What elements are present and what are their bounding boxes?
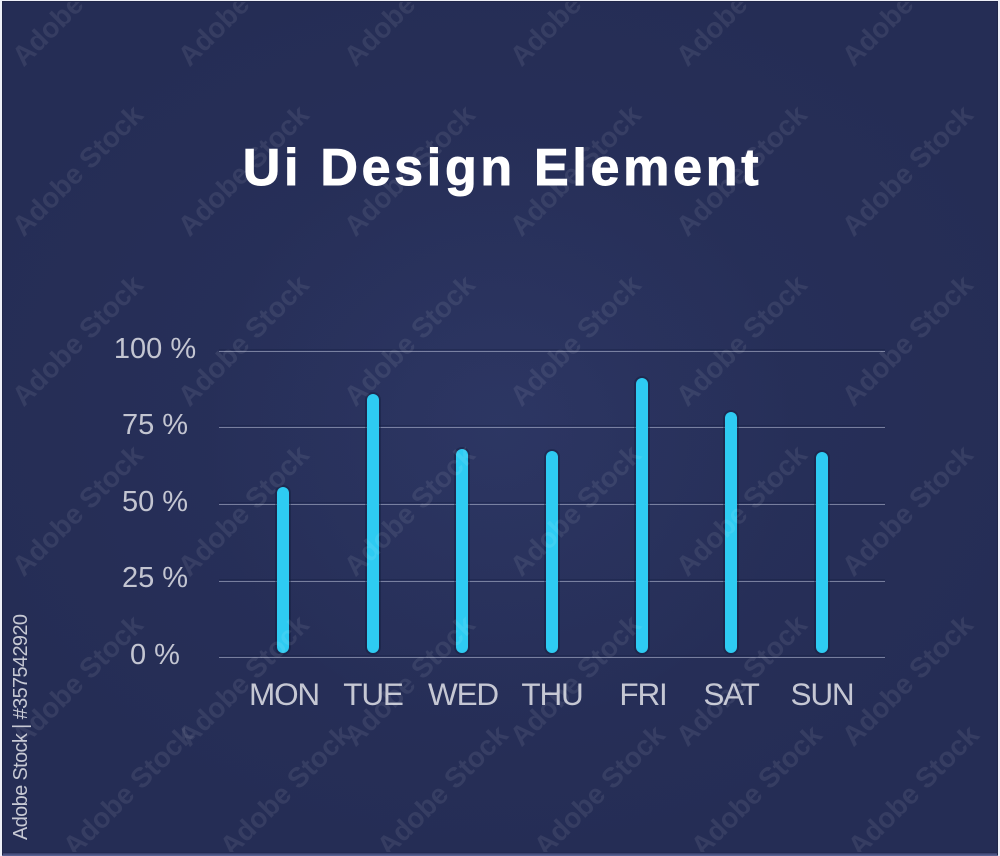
svg-text:Adobe Stock: Adobe Stock xyxy=(836,439,979,582)
svg-text:Adobe Stock: Adobe Stock xyxy=(685,719,828,856)
svg-text:Adobe Stock: Adobe Stock xyxy=(172,609,315,752)
svg-text:Adobe Stock: Adobe Stock xyxy=(338,609,481,752)
svg-text:Adobe Stock: Adobe Stock xyxy=(504,269,647,412)
svg-text:Adobe Stock: Adobe Stock xyxy=(6,439,149,582)
svg-text:Adobe Stock: Adobe Stock xyxy=(6,269,149,412)
svg-text:Adobe Stock: Adobe Stock xyxy=(836,99,979,242)
svg-text:Adobe Stock: Adobe Stock xyxy=(836,269,979,412)
svg-text:Adobe Stock: Adobe Stock xyxy=(371,719,514,856)
svg-text:Adobe Stock: Adobe Stock xyxy=(670,269,813,412)
svg-text:Adobe Stock: Adobe Stock xyxy=(214,719,357,856)
svg-text:Adobe Stock: Adobe Stock xyxy=(836,0,979,72)
svg-text:Adobe Stock: Adobe Stock xyxy=(504,99,647,242)
svg-text:Adobe Stock: Adobe Stock xyxy=(172,269,315,412)
svg-text:Adobe Stock: Adobe Stock xyxy=(338,269,481,412)
svg-text:Adobe Stock: Adobe Stock xyxy=(57,719,200,856)
svg-text:Adobe Stock: Adobe Stock xyxy=(504,0,647,72)
svg-text:Adobe Stock: Adobe Stock xyxy=(338,439,481,582)
svg-text:Adobe Stock: Adobe Stock xyxy=(172,0,315,72)
svg-text:Adobe Stock: Adobe Stock xyxy=(504,439,647,582)
svg-text:Adobe Stock: Adobe Stock xyxy=(528,719,671,856)
svg-text:Adobe Stock: Adobe Stock xyxy=(670,99,813,242)
svg-text:Adobe Stock: Adobe Stock xyxy=(504,609,647,752)
svg-text:Adobe Stock: Adobe Stock xyxy=(670,439,813,582)
svg-text:Adobe Stock: Adobe Stock xyxy=(338,0,481,72)
svg-text:Adobe Stock: Adobe Stock xyxy=(6,99,149,242)
svg-text:Adobe Stock: Adobe Stock xyxy=(172,439,315,582)
svg-text:Adobe Stock: Adobe Stock xyxy=(670,0,813,72)
svg-text:Adobe Stock: Adobe Stock xyxy=(172,99,315,242)
svg-text:Adobe Stock: Adobe Stock xyxy=(6,0,149,72)
svg-text:Adobe Stock: Adobe Stock xyxy=(670,609,813,752)
svg-text:Adobe Stock: Adobe Stock xyxy=(338,99,481,242)
